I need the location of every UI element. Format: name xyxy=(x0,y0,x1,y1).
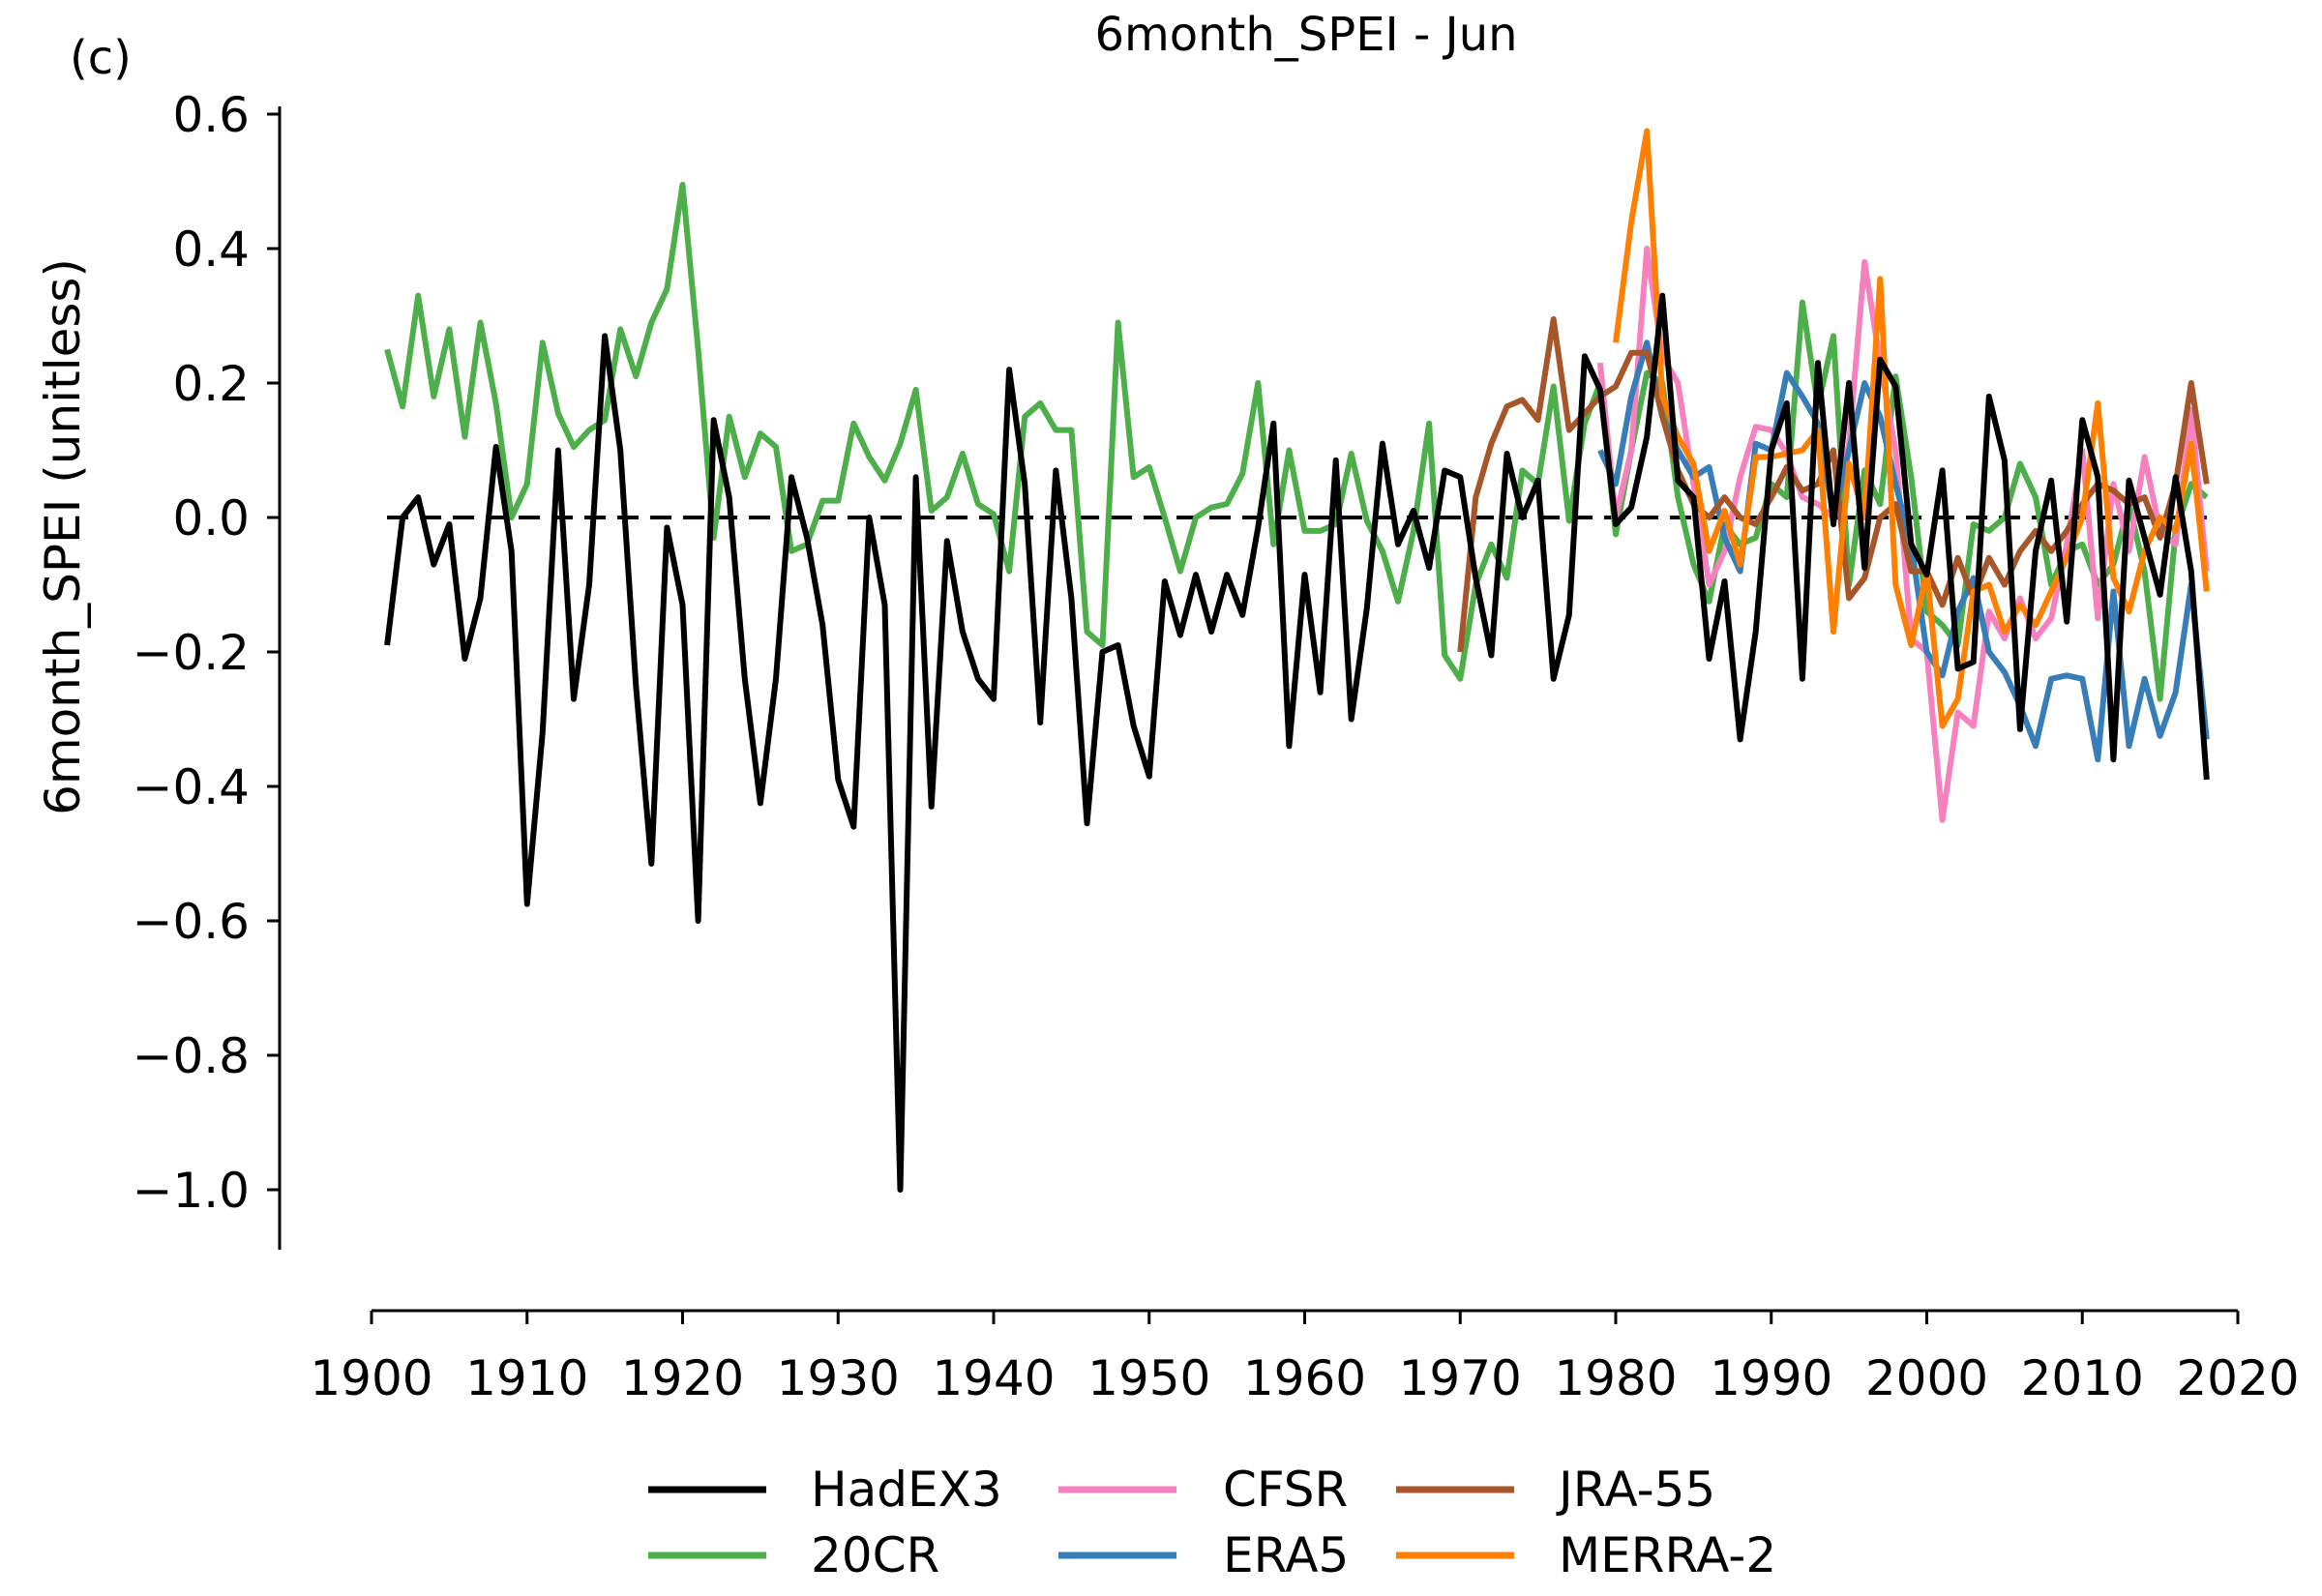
y-tick-label: 0.6 xyxy=(172,87,250,143)
x-tick-label: 1900 xyxy=(310,1350,432,1406)
legend-label-20cr: 20CR xyxy=(811,1527,939,1583)
panel-label: (c) xyxy=(70,31,132,85)
x-tick-label: 1990 xyxy=(1710,1350,1832,1406)
series-line-hadex3 xyxy=(384,292,2210,1193)
legend: HadEX3 20CR CFSR ERA5 JRA-55 MERRA-2 xyxy=(648,1462,1776,1583)
legend-label-merra2: MERRA-2 xyxy=(1559,1527,1776,1583)
x-tick-label: 1940 xyxy=(932,1350,1055,1406)
y-ticks: 0.6 0.4 0.2 0.0 −0.2 −0.4 −0.6 −0.8 −1.0 xyxy=(133,87,280,1219)
x-tick-label: 1970 xyxy=(1399,1350,1522,1406)
series-line-era5 xyxy=(1597,340,2210,763)
x-tick-label: 2010 xyxy=(2021,1350,2144,1406)
x-tick-label: 1950 xyxy=(1087,1350,1210,1406)
y-tick-label: −0.6 xyxy=(133,894,250,950)
y-tick-label: 0.4 xyxy=(172,222,250,278)
y-tick-label: −0.4 xyxy=(133,759,250,815)
y-tick-label: 0.2 xyxy=(172,356,250,412)
legend-label-jra55: JRA-55 xyxy=(1556,1462,1715,1518)
y-tick-label: −1.0 xyxy=(133,1163,250,1219)
y-tick-label: −0.8 xyxy=(133,1028,250,1084)
x-tick-label: 1910 xyxy=(465,1350,588,1406)
series-line-20cr xyxy=(384,182,2209,702)
legend-label-era5: ERA5 xyxy=(1223,1527,1349,1583)
x-tick-label: 1960 xyxy=(1243,1350,1366,1406)
x-tick-label: 1980 xyxy=(1554,1350,1677,1406)
chart-title: 6month_SPEI - Jun xyxy=(1094,8,1517,62)
series-lines xyxy=(384,128,2210,1193)
y-axis-label: 6month_SPEI (unitless) xyxy=(35,258,91,815)
legend-label-hadex3: HadEX3 xyxy=(811,1462,1002,1518)
x-tick-label: 2020 xyxy=(2176,1350,2299,1406)
x-tick-label: 1920 xyxy=(621,1350,744,1406)
series-line-merra2 xyxy=(1613,128,2210,729)
x-tick-label: 1930 xyxy=(777,1350,900,1406)
x-tick-label: 2000 xyxy=(1865,1350,1988,1406)
x-ticks: 1900 1910 1920 1930 1940 1950 1960 1970 1980 1990… xyxy=(310,1311,2300,1406)
legend-label-cfsr: CFSR xyxy=(1223,1462,1348,1518)
y-tick-label: 0.0 xyxy=(172,490,250,547)
y-tick-label: −0.2 xyxy=(133,625,250,681)
